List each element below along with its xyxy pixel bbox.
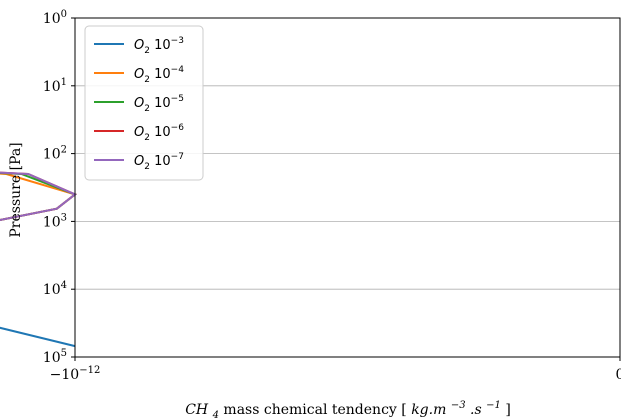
axes — [74, 17, 621, 358]
y-tick-label-3: 103 — [43, 212, 67, 230]
y-tick-label-2: 102 — [43, 145, 67, 163]
legend-label-3: O2 10−6 — [134, 123, 184, 143]
x-label-exp2: −1 — [486, 400, 501, 411]
x-label-close: ] — [505, 402, 510, 418]
y-ticks: 100 101 102 103 104 105 — [43, 9, 75, 366]
x-axis-label: CH 4 mass chemical tendency [ kg.m −3 .s… — [185, 396, 511, 420]
x-ticks: −10−12−10−13−10−14−10−150 — [50, 357, 621, 383]
legend-label-1: O2 10−4 — [134, 65, 184, 85]
legend-label-2: O2 10−5 — [134, 94, 184, 114]
y-axis-label: Pressure [Pa] — [8, 142, 24, 237]
y-tick-label-5: 105 — [43, 348, 67, 366]
y-tick-label-0: 100 — [43, 9, 67, 27]
x-label-rest: mass chemical tendency [ — [223, 402, 406, 418]
x-label-sep: .s — [470, 402, 482, 418]
x-tick-label-0: −10−12 — [50, 365, 101, 383]
legend-label-4: O2 10−7 — [134, 152, 184, 172]
series-lines — [0, 171, 78, 348]
x-label-ch: CH — [185, 402, 209, 418]
plot-frame — [74, 17, 621, 358]
legend-box — [84, 25, 204, 181]
x-label-units: kg.m — [411, 402, 446, 418]
x-label-sub: 4 — [212, 410, 219, 420]
y-tick-label-1: 101 — [43, 77, 67, 95]
legend-label-0: O2 10−3 — [134, 36, 184, 56]
series-line-4 — [0, 171, 77, 222]
x-tick-label-4: 0 — [616, 367, 621, 383]
legend: O2 10−3 O2 10−4 O2 10−5 O2 10−6 O2 10−7 — [84, 25, 204, 181]
y-tick-label-4: 104 — [43, 280, 67, 298]
x-label-exp1: −3 — [451, 400, 466, 411]
